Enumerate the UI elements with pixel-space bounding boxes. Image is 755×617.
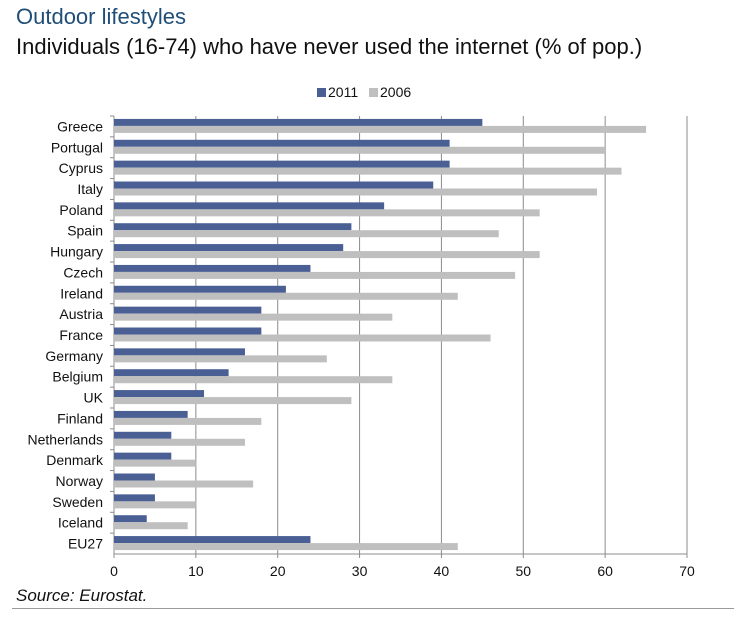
bar-2006 [114, 480, 254, 488]
category-label: France [59, 327, 103, 343]
category-label: Portugal [51, 139, 103, 155]
bar-2006 [114, 125, 647, 133]
bar-2011 [114, 160, 450, 168]
bar-2011 [114, 118, 483, 126]
x-tick-label: 50 [515, 563, 531, 579]
category-label: Poland [59, 202, 103, 218]
bar-2011 [114, 348, 245, 356]
bar-2006 [114, 230, 499, 238]
bar-2011 [114, 327, 262, 335]
x-tick-label: 40 [434, 563, 450, 579]
bar-2011 [114, 473, 155, 481]
category-label: Ireland [60, 285, 103, 301]
bar-2006 [114, 271, 516, 279]
category-label: Spain [67, 223, 103, 239]
category-label: Hungary [50, 244, 103, 260]
bar-2006 [114, 313, 393, 321]
category-label: Netherlands [28, 431, 104, 447]
bar-2011 [114, 223, 352, 231]
category-label: Czech [63, 264, 103, 280]
bar-2011 [114, 452, 172, 460]
bar-2006 [114, 251, 540, 259]
bar-2006 [114, 334, 491, 342]
category-label: Italy [77, 181, 103, 197]
bar-2006 [114, 292, 458, 300]
category-label: Cyprus [59, 160, 103, 176]
page-title: Outdoor lifestyles [16, 4, 186, 29]
chart-subtitle: Individuals (16-74) who have never used … [16, 34, 643, 59]
source-divider [12, 608, 734, 609]
category-label: Austria [59, 306, 103, 322]
x-tick-label: 20 [270, 563, 286, 579]
bar-2006 [114, 376, 393, 384]
bar-2006 [114, 397, 352, 405]
bar-2011 [114, 390, 205, 398]
bar-2011 [114, 202, 385, 210]
source-note: Source: Eurostat. [16, 586, 148, 605]
category-label: Denmark [46, 452, 104, 468]
bar-2011 [114, 536, 311, 544]
bar-2006 [114, 188, 597, 196]
legend-label-2006: 2006 [380, 84, 411, 100]
bar-2011 [114, 306, 262, 314]
bar-2006 [114, 167, 622, 175]
bar-2011 [114, 515, 147, 523]
bar-2006 [114, 355, 327, 363]
category-label: Norway [56, 473, 103, 489]
category-label: EU27 [68, 536, 103, 552]
x-tick-label: 10 [188, 563, 204, 579]
bar-2006 [114, 209, 540, 217]
category-label: Germany [45, 348, 103, 364]
category-label: Greece [57, 118, 103, 134]
legend-swatch-2006 [369, 88, 378, 97]
x-tick-label: 30 [352, 563, 368, 579]
bar-2011 [114, 285, 286, 293]
x-tick-label: 0 [110, 563, 118, 579]
legend-swatch-2011 [317, 88, 326, 97]
bar-2006 [114, 146, 606, 154]
bar-2011 [114, 139, 450, 147]
x-tick-label: 70 [679, 563, 695, 579]
category-label: Belgium [52, 369, 103, 385]
bar-2006 [114, 438, 245, 446]
category-label: Finland [57, 410, 103, 426]
x-tick-label: 60 [597, 563, 613, 579]
bar-2011 [114, 494, 155, 502]
category-label: UK [84, 390, 104, 406]
bar-2006 [114, 501, 196, 509]
bar-2006 [114, 543, 458, 551]
category-label: Sweden [52, 494, 103, 510]
legend-label-2011: 2011 [328, 84, 358, 100]
bar-2011 [114, 369, 229, 377]
bar-2011 [114, 431, 172, 439]
bar-2006 [114, 459, 196, 467]
bar-2006 [114, 417, 262, 425]
bar-2006 [114, 522, 188, 530]
bar-2011 [114, 264, 311, 272]
bar-2011 [114, 410, 188, 418]
bar-2011 [114, 244, 344, 252]
category-label: Iceland [58, 515, 103, 531]
bar-2011 [114, 181, 434, 189]
